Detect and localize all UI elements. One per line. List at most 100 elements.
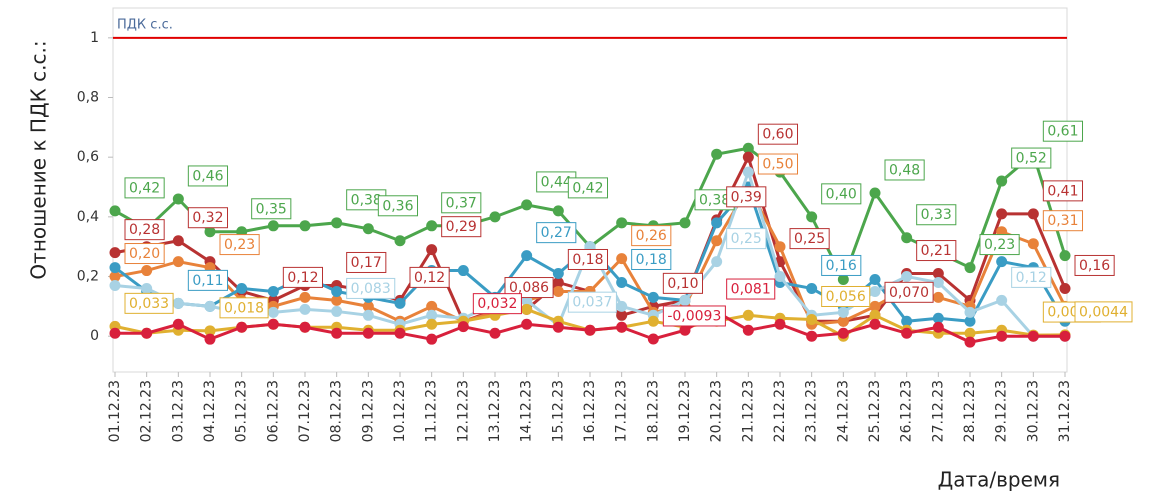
y-tick-label: 0,2 — [77, 269, 99, 285]
x-tick-label: 31.12.23 — [1057, 380, 1073, 442]
data-point — [267, 220, 279, 232]
data-label-text: 0,52 — [1016, 151, 1047, 167]
data-point — [267, 285, 279, 297]
data-point — [869, 187, 881, 199]
data-label: 0,12 — [409, 266, 450, 288]
data-label-text: 0,37 — [446, 195, 477, 211]
data-label-box — [662, 272, 704, 294]
data-point — [1059, 250, 1071, 262]
data-point — [552, 276, 564, 288]
data-point — [426, 244, 438, 256]
data-point — [172, 235, 184, 247]
data-label-box — [1042, 180, 1084, 202]
data-point — [711, 256, 723, 268]
data-label: 0,42 — [124, 177, 165, 199]
data-label-text: 0,070 — [889, 285, 929, 301]
data-point — [711, 217, 723, 229]
x-tick-label: 18.12.23 — [645, 380, 661, 442]
data-point — [1027, 208, 1039, 220]
data-label-text: 0,32 — [192, 210, 223, 226]
data-point — [647, 333, 659, 345]
data-label-box — [409, 266, 450, 288]
data-label: 0,35 — [251, 198, 292, 220]
data-point — [109, 271, 121, 283]
data-point — [172, 318, 184, 330]
data-point — [331, 285, 343, 297]
data-label-text: 0,25 — [731, 231, 762, 247]
data-label: 0,0044 — [1074, 301, 1133, 323]
data-label-text: 0,11 — [192, 273, 223, 289]
data-label-text: 0,10 — [667, 276, 698, 292]
data-point — [869, 318, 881, 330]
data-label: 0,16 — [821, 254, 862, 276]
data-point — [394, 235, 406, 247]
data-point — [552, 321, 564, 333]
data-point — [331, 305, 343, 317]
data-label: 0,10 — [662, 272, 704, 294]
x-tick-label: 26.12.23 — [899, 380, 915, 442]
data-label-box — [187, 165, 229, 187]
data-point — [457, 265, 469, 277]
data-point — [742, 166, 754, 178]
data-label-text: 0,61 — [1047, 124, 1078, 140]
data-label-text: 0,41 — [1047, 183, 1078, 199]
data-label-box — [662, 305, 726, 327]
data-point — [837, 327, 849, 339]
data-point — [204, 325, 216, 337]
x-tick-label: 19.12.23 — [677, 380, 693, 442]
data-label: 0,18 — [567, 248, 609, 270]
y-tick-label: 0,8 — [77, 90, 99, 106]
data-label: 0,39 — [726, 186, 767, 208]
data-label-text: 0,033 — [129, 296, 169, 312]
data-point — [869, 274, 881, 286]
x-tick-label: 30.12.23 — [1025, 380, 1041, 442]
x-tick-label: 01.12.23 — [107, 380, 123, 442]
data-point — [299, 220, 311, 232]
data-label: 0,070 — [884, 281, 934, 303]
data-label-box — [979, 234, 1020, 256]
data-label: 0,21 — [916, 240, 957, 262]
data-label-text: 0,29 — [446, 219, 477, 235]
data-point — [932, 321, 944, 333]
data-label-text: 0,12 — [414, 270, 445, 286]
data-point — [362, 309, 374, 321]
x-axis-label: Дата/время — [938, 468, 1060, 492]
x-tick-label: 04.12.23 — [202, 380, 218, 442]
data-label-box — [504, 277, 554, 299]
data-label: 0,61 — [1042, 120, 1084, 142]
data-point — [616, 276, 628, 288]
data-point — [964, 306, 976, 318]
data-point — [172, 193, 184, 205]
data-label-text: 0,42 — [572, 180, 603, 196]
data-point — [204, 333, 216, 345]
data-label: 0,28 — [124, 219, 165, 241]
data-point — [616, 217, 628, 229]
data-label-text: 0,16 — [1079, 258, 1110, 274]
x-tick-label: 24.12.23 — [835, 380, 851, 442]
data-label-text: 0,20 — [129, 246, 160, 262]
data-label: 0,38 — [346, 189, 387, 211]
data-point — [996, 175, 1008, 187]
data-point — [521, 199, 533, 211]
data-point — [204, 226, 216, 238]
data-point — [141, 265, 153, 277]
data-point — [742, 151, 754, 163]
data-label-text: 0,27 — [541, 225, 572, 241]
threshold-label: ПДК с.с. — [117, 17, 173, 32]
data-label-text: 0,26 — [636, 228, 667, 244]
data-point — [457, 321, 469, 333]
data-label-text: 0,28 — [129, 222, 160, 238]
data-point — [837, 306, 849, 318]
x-tick-label: 27.12.23 — [930, 380, 946, 442]
data-label: 0,46 — [187, 165, 229, 187]
data-label-box — [187, 269, 229, 291]
data-point — [552, 268, 564, 280]
data-label: 0,056 — [821, 285, 871, 307]
data-label: 0,23 — [979, 234, 1020, 256]
data-point — [901, 232, 913, 244]
y-tick-label: 1 — [90, 30, 99, 46]
data-label-text: 0,16 — [826, 258, 857, 274]
data-point — [362, 327, 374, 339]
data-label-text: 0,25 — [794, 231, 825, 247]
data-label: 0,018 — [219, 297, 269, 319]
